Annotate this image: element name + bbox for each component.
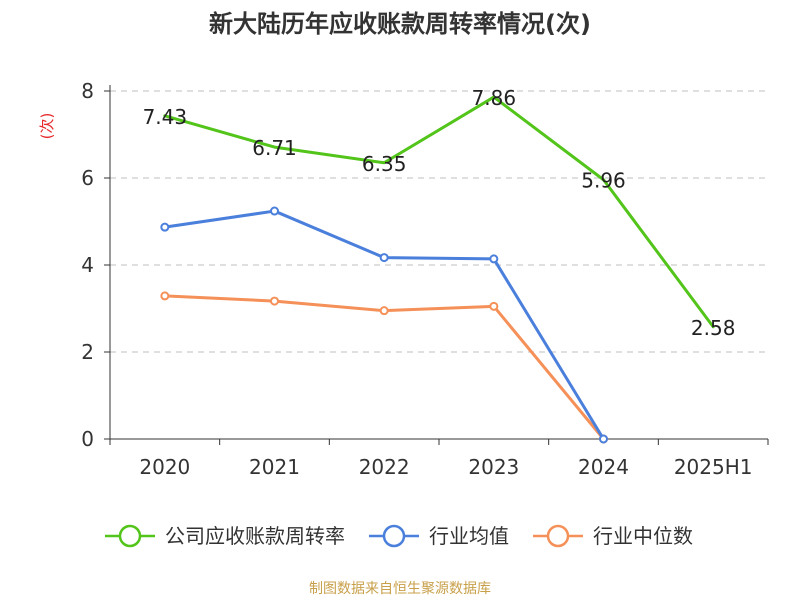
y-tick-label: 6 <box>81 166 94 190</box>
data-point <box>270 206 279 216</box>
legend-label: 行业中位数 <box>593 524 693 548</box>
series-line <box>163 294 605 441</box>
data-point <box>379 306 389 316</box>
chart-title: 新大陆历年应收账款周转率情况(次) <box>209 10 591 38</box>
x-tick-label: 2025H1 <box>674 455 753 479</box>
legend-label: 公司应收账款周转率 <box>165 524 345 548</box>
legend-marker <box>382 524 406 548</box>
data-point <box>489 301 499 311</box>
legend-marker <box>546 524 570 548</box>
legend-label: 行业均值 <box>429 524 509 548</box>
x-tick-label: 2020 <box>139 455 190 479</box>
series-line <box>163 95 715 329</box>
x-tick-label: 2023 <box>468 455 519 479</box>
data-label: 5.96 <box>581 169 626 193</box>
legend-item: 公司应收账款周转率 <box>105 524 345 548</box>
data-point <box>489 254 499 264</box>
series-line <box>163 209 605 441</box>
source-note: 制图数据来自恒生聚源数据库 <box>309 581 491 597</box>
data-point <box>599 434 608 444</box>
x-tick-label: 2024 <box>578 455 629 479</box>
data-point <box>270 296 279 306</box>
y-tick-label: 0 <box>81 427 94 451</box>
data-point <box>160 222 170 232</box>
x-tick-label: 2021 <box>249 455 300 479</box>
y-axis-title: (次) <box>38 113 56 140</box>
data-point <box>379 253 389 263</box>
label-layer: 7.43 6.71 6.35 7.86 5.96 2.58 <box>143 86 736 340</box>
y-tick-label: 4 <box>81 253 94 277</box>
y-tick-label: 8 <box>81 79 94 103</box>
legend-marker <box>118 524 142 548</box>
data-label: 7.43 <box>143 105 188 129</box>
legend-item: 行业均值 <box>369 524 509 548</box>
legend-layer: 公司应收账款周转率 行业均值 行业中位数 <box>105 524 693 548</box>
y-tick-label: 2 <box>81 340 94 364</box>
data-label: 6.35 <box>362 152 407 176</box>
axis-layer: 0 2 4 6 8 (次) 2020 2021 2022 2023 2024 2025H1 <box>38 79 769 479</box>
x-tick-label: 2022 <box>359 455 410 479</box>
data-label: 2.58 <box>691 316 736 340</box>
data-point <box>160 291 170 301</box>
series-layer <box>160 95 715 444</box>
data-label: 6.71 <box>252 136 297 160</box>
legend-item: 行业中位数 <box>533 524 693 548</box>
data-label: 7.86 <box>472 86 517 110</box>
